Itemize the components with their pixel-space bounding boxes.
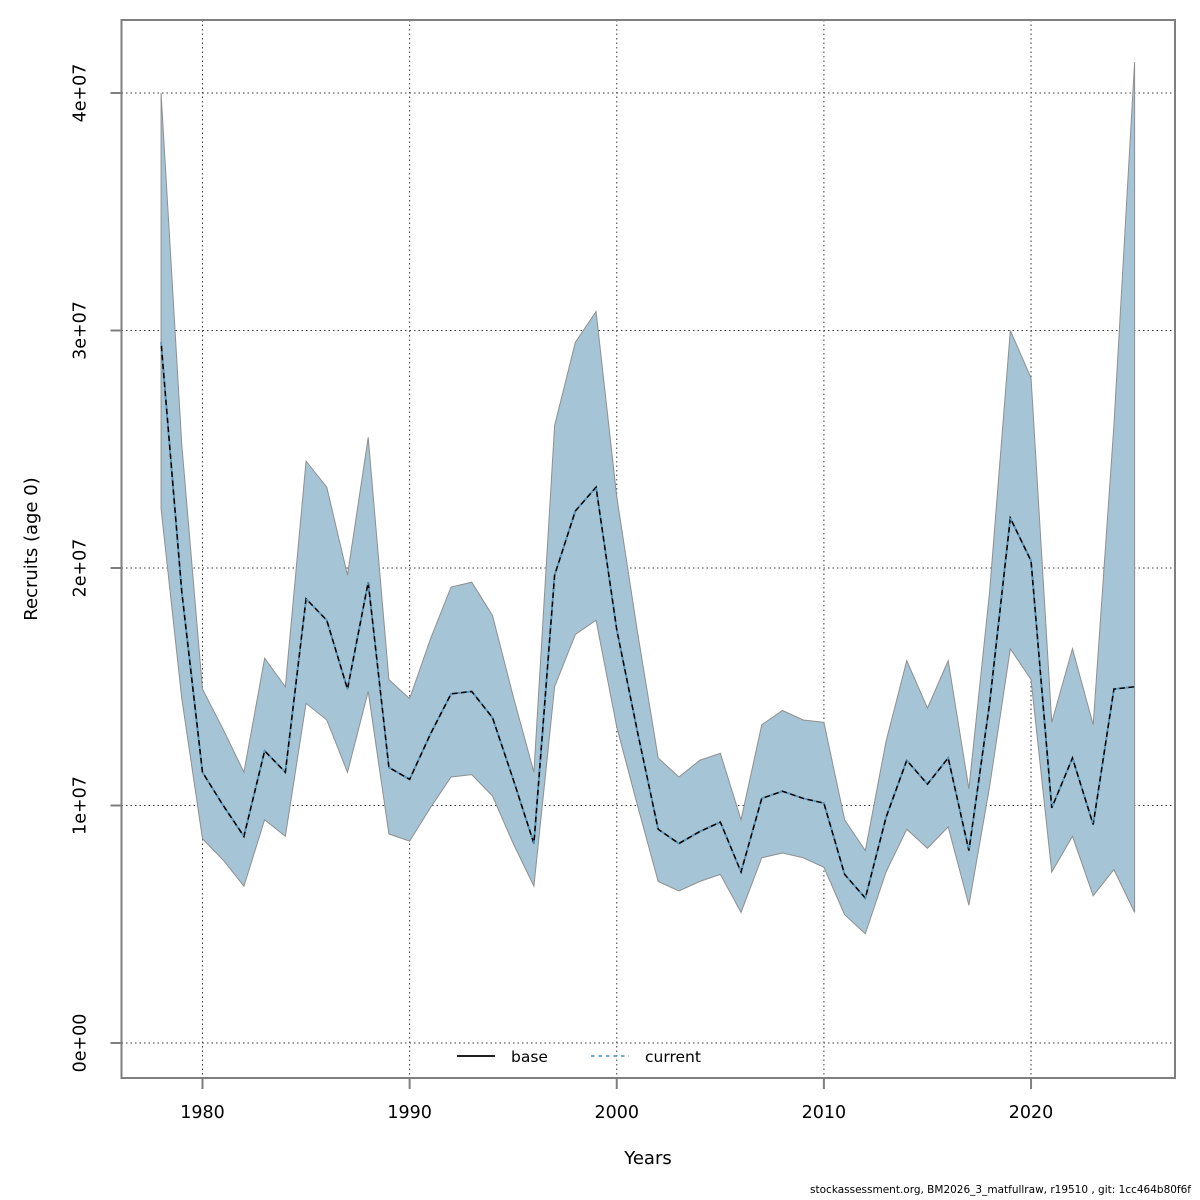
current-line [160,342,1135,900]
confidence-band [160,62,1136,935]
y-tick-label: 1e+07 [71,776,91,835]
plot-frame [120,19,1176,1079]
y-tick-label: 2e+07 [71,539,91,598]
x-tick-label: 1990 [387,1103,432,1123]
y-tick-label: 3e+07 [71,301,91,360]
x-axis-title: Years [623,1148,672,1169]
axis-tick-labels-group: 1980 1990 2000 2010 2020 0e+00 1e+07 2e+07 3e+07… [71,64,1054,1123]
y-axis-title: Recruits (age 0) [21,477,42,620]
legend-base-label: base [511,1048,548,1066]
plot-frame-group [120,19,1176,1079]
series-lines-group [160,342,1135,900]
y-tick-label: 0e+00 [71,1014,91,1073]
x-tick-label: 2000 [594,1103,639,1123]
legend: base current [457,1048,701,1066]
confidence-band-group [160,62,1136,935]
axis-ticks-group [110,92,1033,1089]
y-tick-label: 4e+07 [71,64,91,123]
x-tick-label: 2020 [1009,1103,1054,1123]
x-tick-label: 2010 [802,1103,847,1123]
footer-attribution: stockassessment.org, BM2026_3_matfullraw… [810,1184,1191,1196]
x-tick-label: 1980 [180,1103,225,1123]
legend-current-label: current [645,1048,701,1066]
